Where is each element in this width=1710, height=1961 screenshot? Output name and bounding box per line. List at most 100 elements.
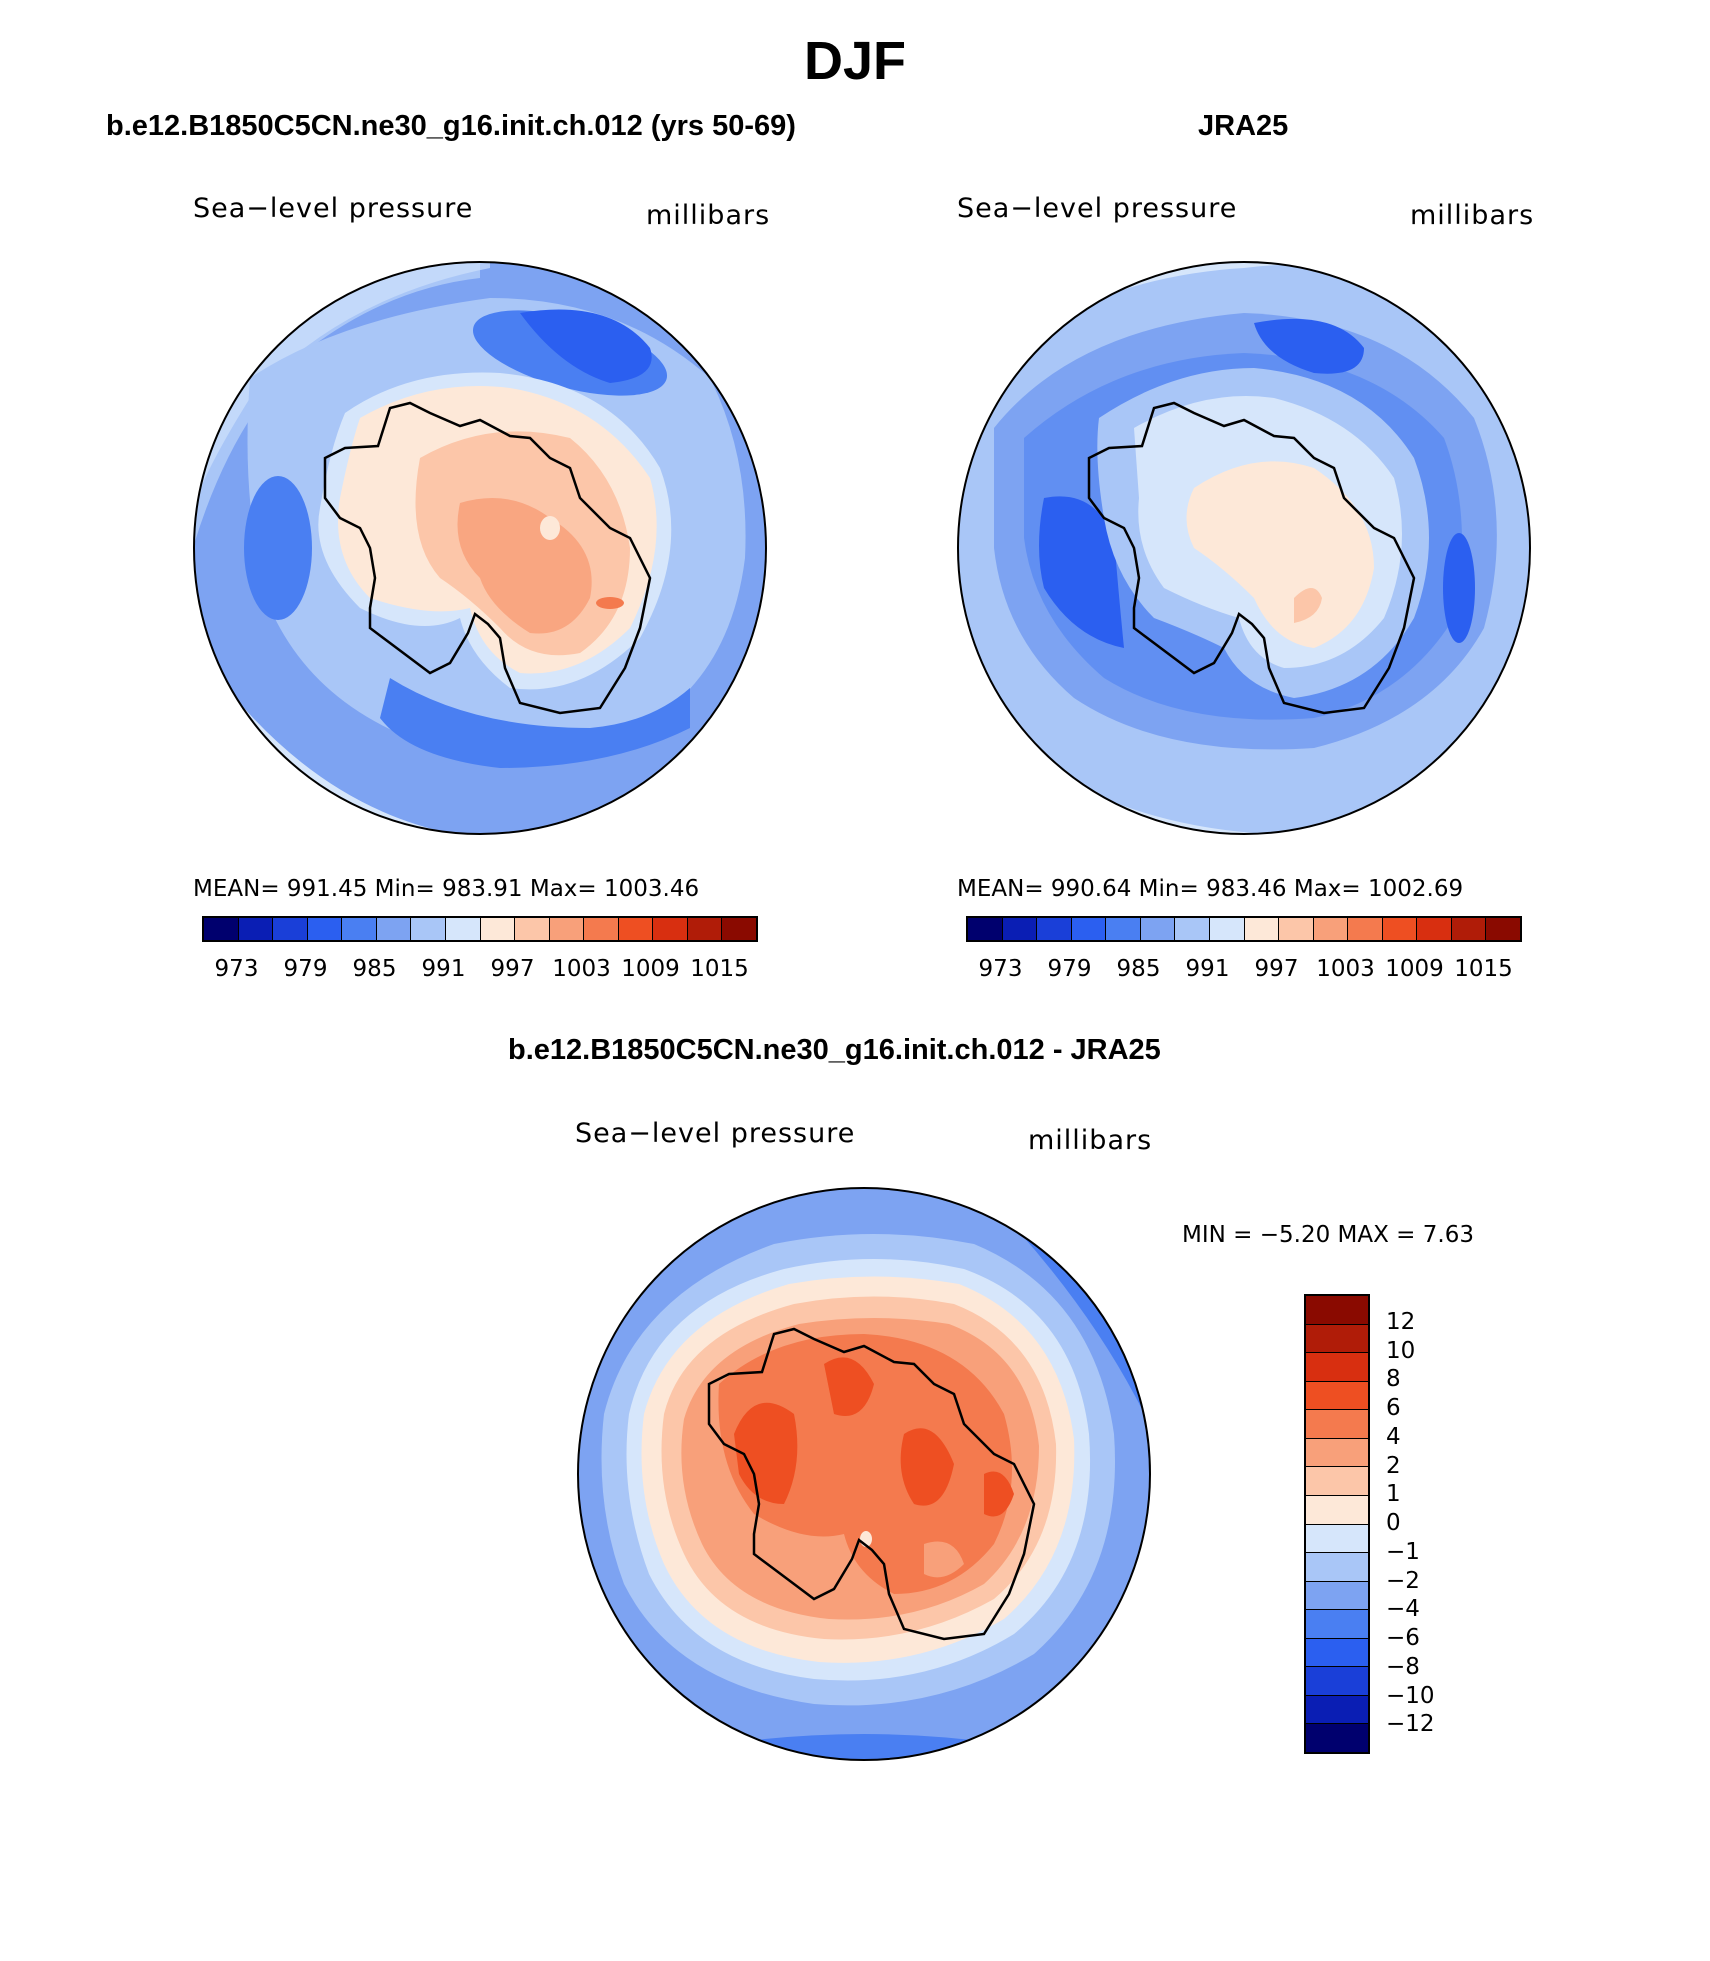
- colorbar-swatch: [1140, 918, 1176, 940]
- colorbar-swatch: [1306, 1324, 1368, 1354]
- colorbar-swatch: [1306, 1638, 1368, 1668]
- panel2-stats: MEAN= 990.64 Min= 983.46 Max= 1002.69: [957, 876, 1464, 902]
- colorbar-swatch: [376, 918, 412, 940]
- colorbar-tick-label: 973: [978, 956, 1023, 982]
- colorbar-swatch: [1313, 918, 1349, 940]
- colorbar-level-label: −10: [1386, 1682, 1435, 1709]
- colorbar-swatch: [1306, 1296, 1368, 1325]
- diff-colorbar: [1304, 1294, 1370, 1754]
- colorbar-level-label: 0: [1386, 1510, 1401, 1536]
- colorbar-tick-label: 985: [1116, 956, 1161, 982]
- colorbar-tick-label: 997: [1254, 956, 1299, 982]
- colorbar-tick-label: 991: [1185, 956, 1230, 982]
- colorbar-swatch: [307, 918, 343, 940]
- colorbar-swatch: [1306, 1438, 1368, 1468]
- colorbar-swatch: [1244, 918, 1280, 940]
- panel2-title: JRA25: [1198, 110, 1289, 142]
- diff-units-label: millibars: [1028, 1125, 1153, 1156]
- panel1-colorbar: [202, 916, 758, 942]
- colorbar-level-label: −8: [1386, 1653, 1420, 1680]
- colorbar-swatch: [515, 918, 550, 940]
- colorbar-level-label: −1: [1386, 1538, 1420, 1565]
- colorbar-swatch: [722, 918, 756, 940]
- diff-polar-map: [577, 1187, 1151, 1761]
- colorbar-swatch: [1306, 1553, 1368, 1582]
- colorbar-swatch: [1306, 1353, 1368, 1382]
- colorbar-swatch: [1106, 918, 1141, 940]
- colorbar-swatch: [653, 918, 688, 940]
- colorbar-swatch: [1451, 918, 1487, 940]
- colorbar-swatch: [584, 918, 619, 940]
- panel1-units-label: millibars: [646, 200, 771, 231]
- colorbar-swatch: [1306, 1667, 1368, 1696]
- colorbar-swatch: [1071, 918, 1107, 940]
- colorbar-tick-label: 1003: [1316, 956, 1375, 982]
- colorbar-tick-label: 1015: [690, 956, 749, 982]
- figure-title: DJF: [803, 31, 906, 91]
- colorbar-tick-label: 1009: [1385, 956, 1444, 982]
- panel2-colorbar: [966, 916, 1522, 942]
- colorbar-swatch: [1002, 918, 1038, 940]
- colorbar-swatch: [1417, 918, 1452, 940]
- colorbar-tick-label: 997: [490, 956, 535, 982]
- colorbar-swatch: [480, 918, 516, 940]
- colorbar-swatch: [411, 918, 446, 940]
- colorbar-level-label: −12: [1386, 1711, 1435, 1738]
- colorbar-swatch: [1382, 918, 1418, 940]
- colorbar-swatch: [238, 918, 274, 940]
- colorbar-swatch: [1306, 1467, 1368, 1496]
- colorbar-swatch: [342, 918, 377, 940]
- colorbar-level-label: −6: [1386, 1625, 1420, 1651]
- colorbar-swatch: [1306, 1495, 1368, 1525]
- colorbar-swatch: [1306, 1524, 1368, 1554]
- colorbar-swatch: [1306, 1410, 1368, 1439]
- colorbar-tick-label: 979: [1047, 956, 1092, 982]
- colorbar-swatch: [1209, 918, 1245, 940]
- colorbar-swatch: [1306, 1581, 1368, 1611]
- colorbar-level-label: 8: [1386, 1366, 1401, 1393]
- colorbar-level-label: 6: [1386, 1395, 1401, 1421]
- colorbar-level-label: 10: [1386, 1337, 1416, 1364]
- panel2-colorbar-ticks: 973 979 985 991 997 1003 1009 1015: [966, 956, 1518, 982]
- panel1-variable-label: Sea−level pressure: [193, 193, 474, 224]
- colorbar-swatch: [1486, 918, 1520, 940]
- colorbar-tick-label: 985: [352, 956, 397, 982]
- colorbar-swatch: [445, 918, 481, 940]
- panel1-polar-map: [193, 261, 767, 835]
- colorbar-swatch: [968, 918, 1003, 940]
- diff-panel-title: b.e12.B1850C5CN.ne30_g16.init.ch.012 - J…: [508, 1034, 1161, 1066]
- colorbar-tick-label: 991: [421, 956, 466, 982]
- diff-variable-label: Sea−level pressure: [575, 1118, 856, 1149]
- colorbar-swatch: [1306, 1695, 1368, 1725]
- colorbar-swatch: [1306, 1724, 1368, 1752]
- colorbar-level-label: −2: [1386, 1567, 1420, 1594]
- colorbar-swatch: [618, 918, 654, 940]
- panel1-colorbar-ticks: 973 979 985 991 997 1003 1009 1015: [202, 956, 754, 982]
- colorbar-swatch: [1306, 1610, 1368, 1639]
- colorbar-tick-label: 1009: [621, 956, 680, 982]
- colorbar-swatch: [1348, 918, 1383, 940]
- colorbar-tick-label: 979: [283, 956, 328, 982]
- colorbar-swatch: [687, 918, 723, 940]
- diff-stats: MIN = −5.20 MAX = 7.63: [1182, 1222, 1474, 1248]
- colorbar-swatch: [1306, 1381, 1368, 1411]
- panel1-stats: MEAN= 991.45 Min= 983.91 Max= 1003.46: [193, 876, 700, 902]
- colorbar-tick-label: 1003: [552, 956, 611, 982]
- panel2-units-label: millibars: [1410, 200, 1535, 231]
- diff-colorbar-labels: 12 10 8 6 4 2 1 0 −1 −2 −4 −6 −8 −10 −12: [1386, 1294, 1506, 1754]
- colorbar-swatch: [1279, 918, 1314, 940]
- colorbar-swatch: [1175, 918, 1210, 940]
- colorbar-level-label: −4: [1386, 1596, 1420, 1623]
- colorbar-swatch: [273, 918, 308, 940]
- colorbar-level-label: 1: [1386, 1481, 1401, 1508]
- colorbar-swatch: [549, 918, 585, 940]
- colorbar-level-label: 4: [1386, 1423, 1401, 1450]
- panel2-polar-map: [957, 261, 1531, 835]
- colorbar-level-label: 12: [1386, 1308, 1416, 1335]
- colorbar-swatch: [1037, 918, 1072, 940]
- colorbar-swatch: [204, 918, 239, 940]
- colorbar-level-label: 2: [1386, 1452, 1401, 1479]
- panel1-title: b.e12.B1850C5CN.ne30_g16.init.ch.012 (yr…: [106, 110, 796, 142]
- colorbar-tick-label: 1015: [1454, 956, 1513, 982]
- colorbar-tick-label: 973: [214, 956, 259, 982]
